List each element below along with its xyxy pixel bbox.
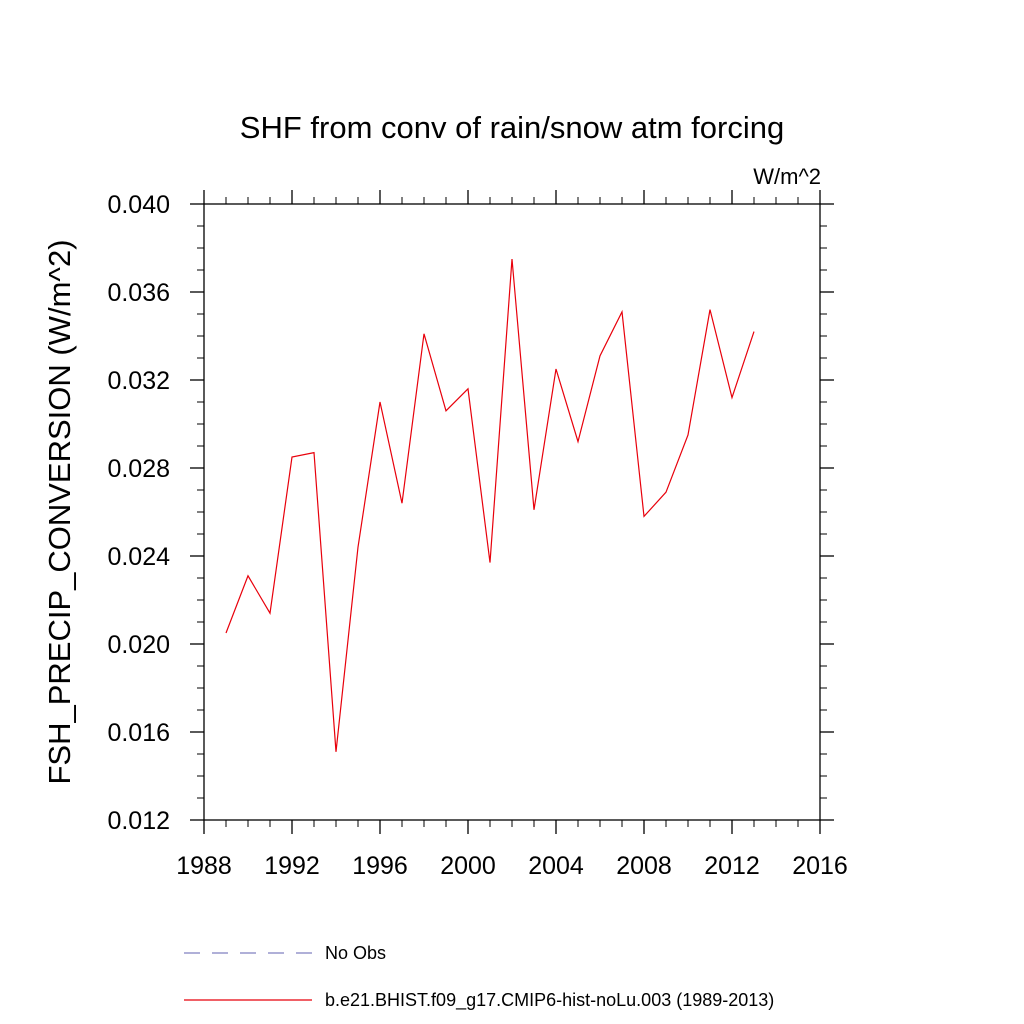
x-tick-label: 2008 <box>616 852 672 880</box>
y-tick-label: 0.040 <box>107 191 170 219</box>
x-tick-label: 2016 <box>792 852 848 880</box>
x-tick-label: 1996 <box>352 852 408 880</box>
y-axis-label: FSH_PRECIP_CONVERSION (W/m^2) <box>42 239 77 784</box>
x-tick-label: 2004 <box>528 852 584 880</box>
y-tick-label: 0.020 <box>107 631 170 659</box>
y-tick-label: 0.028 <box>107 455 170 483</box>
y-tick-label: 0.012 <box>107 807 170 835</box>
series-line-0 <box>225 258 755 752</box>
x-axis: 1988 1992 1996 2000 2004 2008 2012 2016 <box>176 190 848 880</box>
series-layer <box>225 258 755 752</box>
units-label: W/m^2 <box>753 164 821 189</box>
y-tick-label: 0.032 <box>107 367 170 395</box>
y-tick-label: 0.016 <box>107 719 170 747</box>
legend: No Obs b.e21.BHIST.f09_g17.CMIP6-hist-noL… <box>184 943 774 1011</box>
plot-frame <box>203 203 821 821</box>
x-tick-label: 1992 <box>264 852 320 880</box>
y-tick-label: 0.036 <box>107 279 170 307</box>
y-tick-label: 0.024 <box>107 543 170 571</box>
x-tick-label: 2000 <box>440 852 496 880</box>
y-axis: 0.012 0.016 0.020 0.024 0.028 0.032 0.036 0.040 <box>107 191 834 835</box>
legend-label: No Obs <box>325 943 386 963</box>
x-tick-label: 1988 <box>176 852 232 880</box>
x-tick-label: 2012 <box>704 852 760 880</box>
legend-label: b.e21.BHIST.f09_g17.CMIP6-hist-noLu.003 … <box>325 990 774 1011</box>
chart-title: SHF from conv of rain/snow atm forcing <box>240 110 784 145</box>
